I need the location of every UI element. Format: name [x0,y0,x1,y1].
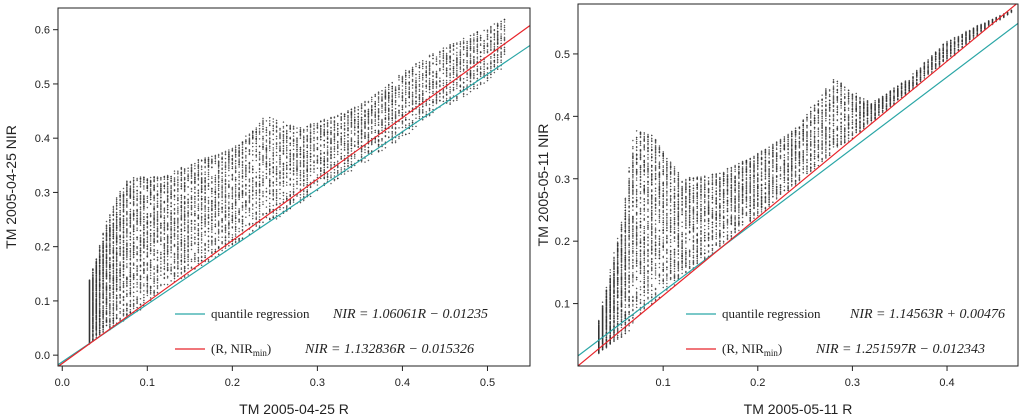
left-equation-quantile: NIR = 1.06061R − 0.01235 [332,307,488,322]
right-legend-label-nirmin: (R, NIRmin) [722,341,782,358]
left-legend-label-nirmin: (R, NIRmin) [211,341,271,358]
right-plot-frame [577,3,1019,367]
scatter-points-path [598,9,1013,355]
quantile-regression-line [58,44,530,366]
left-x-ticks: 0.0 0.1 0.2 0.3 0.4 0.5 [55,366,495,389]
left-regression-lines [58,25,530,366]
x-tick-label: 0.1 [140,377,155,389]
x-tick-label: 0.3 [845,377,860,389]
right-equation-nirmin: NIR = 1.251597R − 0.012343 [815,342,985,357]
left-legend: quantile regression NIR = 1.06061R − 0.0… [175,306,488,358]
left-scatter-points [88,18,506,345]
y-tick-label: 0.1 [555,299,570,311]
x-tick-label: 0.2 [225,377,240,389]
nir-min-line [58,25,530,366]
right-equation-quantile: NIR = 1.14563R + 0.00476 [849,307,1005,322]
left-legend-label-quantile: quantile regression [211,306,310,321]
nir-min-line [578,4,1018,366]
y-tick-label: 0.5 [35,79,50,91]
right-y-ticks: 0.1 0.2 0.3 0.4 0.5 [555,49,578,311]
right-legend-label-quantile: quantile regression [722,306,821,321]
y-tick-label: 0.0 [35,350,50,362]
right-x-axis-label: TM 2005-05-11 R [744,401,853,417]
right-x-ticks: 0.1 0.2 0.3 0.4 [656,366,955,389]
right-legend: quantile regression NIR = 1.14563R + 0.0… [686,306,1005,358]
quantile-regression-line [578,22,1018,357]
left-chart: 0.0 0.1 0.2 0.3 0.4 0.5 0.0 0.1 0.2 0.3 0.4 0.5 0.6… [3,7,531,417]
x-tick-label: 0.0 [55,377,70,389]
x-tick-label: 0.2 [750,377,765,389]
right-y-axis-label: TM 2005-05-11 NIR [535,124,551,247]
y-tick-label: 0.2 [35,242,50,254]
x-tick-label: 0.3 [310,377,325,389]
y-tick-label: 0.4 [555,111,570,123]
left-equation-nirmin: NIR = 1.132836R − 0.015326 [304,342,474,357]
x-tick-label: 0.1 [656,377,671,389]
y-tick-label: 0.2 [555,236,570,248]
y-tick-label: 0.3 [555,174,570,186]
right-scatter-points [598,9,1013,355]
right-regression-lines [578,4,1018,366]
x-tick-label: 0.4 [395,377,410,389]
y-tick-label: 0.3 [35,187,50,199]
x-tick-label: 0.5 [480,377,495,389]
left-y-ticks: 0.0 0.1 0.2 0.3 0.4 0.5 0.6 [35,25,58,362]
y-tick-label: 0.4 [35,133,50,145]
x-tick-label: 0.4 [939,377,954,389]
right-chart: 0.1 0.2 0.3 0.4 0.1 0.2 0.3 0.4 0.5 TM 2005-05-… [535,3,1019,417]
y-tick-label: 0.5 [555,49,570,61]
y-tick-label: 0.6 [35,25,50,37]
left-x-axis-label: TM 2005-04-25 R [239,401,349,417]
y-tick-label: 0.1 [35,296,50,308]
left-y-axis-label: TM 2005-04-25 NIR [3,125,19,249]
scatter-points-path [88,18,506,345]
left-plot-frame [57,7,531,367]
